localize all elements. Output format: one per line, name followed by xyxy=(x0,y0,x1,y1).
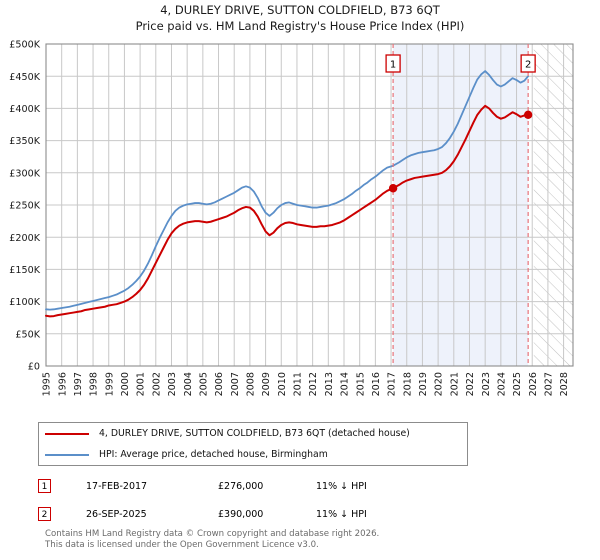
y-axis-tick-label: £300K xyxy=(9,168,40,179)
x-axis-tick-label: 2011 xyxy=(293,372,304,396)
x-axis-tick-label: 2024 xyxy=(496,372,507,396)
transaction-price-1: £276,000 xyxy=(218,480,264,492)
x-axis-tick-label: 2004 xyxy=(183,372,194,396)
x-axis-tick-label: 1998 xyxy=(89,372,100,396)
x-axis-tick-label: 2019 xyxy=(418,372,429,396)
x-axis-tick-label: 2013 xyxy=(324,372,335,396)
transaction-badge-2: 2 xyxy=(38,507,51,521)
x-axis-tick-label: 2000 xyxy=(120,372,131,396)
y-axis-tick-label: £500K xyxy=(9,40,40,51)
footer-copyright-line: Contains HM Land Registry data © Crown c… xyxy=(45,529,380,539)
x-axis-tick-label: 2022 xyxy=(465,372,476,396)
sale-point-marker xyxy=(388,184,398,193)
y-axis-tick-label: £250K xyxy=(9,201,40,212)
legend-label-price-paid: 4, DURLEY DRIVE, SUTTON COLDFIELD, B73 6… xyxy=(99,428,410,439)
sale-point-marker xyxy=(523,110,533,120)
chart-title-subtitle: Price paid vs. HM Land Registry's House … xyxy=(135,19,465,33)
x-axis-tick-label: 1999 xyxy=(104,372,115,396)
sale-marker-number: 1 xyxy=(390,60,396,71)
x-axis-tick-label: 2007 xyxy=(230,372,241,396)
x-axis-tick-label: 1997 xyxy=(73,372,84,396)
x-axis-tick-label: 2027 xyxy=(544,372,555,396)
x-axis-tick-label: 2002 xyxy=(151,372,162,396)
x-axis-tick-label: 2005 xyxy=(198,372,209,396)
x-axis-tick-label: 2001 xyxy=(136,372,147,396)
chart-title-address: 4, DURLEY DRIVE, SUTTON COLDFIELD, B73 6… xyxy=(160,3,440,17)
legend-label-hpi: HPI: Average price, detached house, Birm… xyxy=(99,449,328,460)
sale-marker-number: 2 xyxy=(525,60,531,71)
page-title: 4, DURLEY DRIVE, SUTTON COLDFIELD, B73 6… xyxy=(0,2,600,34)
series-line-hpi xyxy=(45,70,530,311)
legend-item-hpi: HPI: Average price, detached house, Birm… xyxy=(39,444,467,465)
sale-marker-box xyxy=(520,54,536,73)
x-axis-tick-label: 2026 xyxy=(528,372,539,396)
price-history-chart: £0 £50K £100K £150K £200K £250K £300K £350K £400… xyxy=(9,40,574,396)
x-axis-tick-label: 2009 xyxy=(261,372,272,396)
transaction-date-1: 17-FEB-2017 xyxy=(86,480,148,492)
transaction-date-2: 26-SEP-2025 xyxy=(86,508,147,520)
x-axis-tick-label: 2016 xyxy=(371,372,382,396)
legend-item-price-paid: 4, DURLEY DRIVE, SUTTON COLDFIELD, B73 6… xyxy=(39,423,467,444)
y-axis-tick-label: £100K xyxy=(9,297,40,308)
x-axis-tick-label: 2006 xyxy=(214,372,225,396)
series-line-price-paid xyxy=(45,104,530,318)
x-axis-tick-label: 2010 xyxy=(277,372,288,396)
x-axis-tick-label: 1995 xyxy=(42,372,53,396)
y-axis-tick-label: £150K xyxy=(9,265,40,276)
plot-border xyxy=(45,43,574,367)
transaction-hpi-delta-2: 11% ↓ HPI xyxy=(316,508,367,520)
x-axis-tick-label: 2017 xyxy=(387,372,398,396)
legend-swatch-hpi xyxy=(45,453,89,456)
x-axis-tick-label: 2021 xyxy=(449,372,460,396)
x-axis-tick-label: 1996 xyxy=(57,372,68,396)
x-axis-tick-label: 2018 xyxy=(402,372,413,396)
chart-svg: £0 £50K £100K £150K £200K £250K £300K £350K £400… xyxy=(9,40,574,396)
y-axis-tick-label: £450K xyxy=(9,72,40,83)
y-axis-tick-label: £400K xyxy=(9,104,40,115)
x-axis-tick-label: 2028 xyxy=(559,372,570,396)
x-axis-tick-label: 2025 xyxy=(512,372,523,396)
chart-legend: 4, DURLEY DRIVE, SUTTON COLDFIELD, B73 6… xyxy=(38,422,468,466)
legend-swatch-price-paid xyxy=(45,432,89,435)
footer-licence-line: This data is licensed under the Open Gov… xyxy=(45,539,319,550)
x-axis-tick-label: 2003 xyxy=(167,372,178,396)
y-axis-tick-label: £50K xyxy=(15,329,40,340)
x-axis-tick-label: 2008 xyxy=(245,372,256,396)
table-row: 1 17-FEB-2017 £276,000 11% ↓ HPI xyxy=(38,472,468,500)
sale-marker-box xyxy=(385,54,401,73)
table-row: 2 26-SEP-2025 £390,000 11% ↓ HPI xyxy=(38,500,468,528)
y-axis-tick-label: £200K xyxy=(9,233,40,244)
transaction-hpi-delta-1: 11% ↓ HPI xyxy=(316,480,367,492)
x-axis-tick-label: 2014 xyxy=(340,372,351,396)
x-axis-tick-label: 2020 xyxy=(434,372,445,396)
y-axis-tick-label: £350K xyxy=(9,136,40,147)
transaction-badge-1: 1 xyxy=(38,479,51,493)
x-axis-tick-label: 2023 xyxy=(481,372,492,396)
transactions-table: 1 17-FEB-2017 £276,000 11% ↓ HPI 2 26-SE… xyxy=(38,472,468,528)
x-axis-tick-label: 2015 xyxy=(355,372,366,396)
transaction-price-2: £390,000 xyxy=(218,508,264,520)
y-axis-tick-label: £0 xyxy=(28,362,40,373)
x-axis-tick-label: 2012 xyxy=(308,372,319,396)
attribution-footer: Contains HM Land Registry data © Crown c… xyxy=(45,529,565,550)
